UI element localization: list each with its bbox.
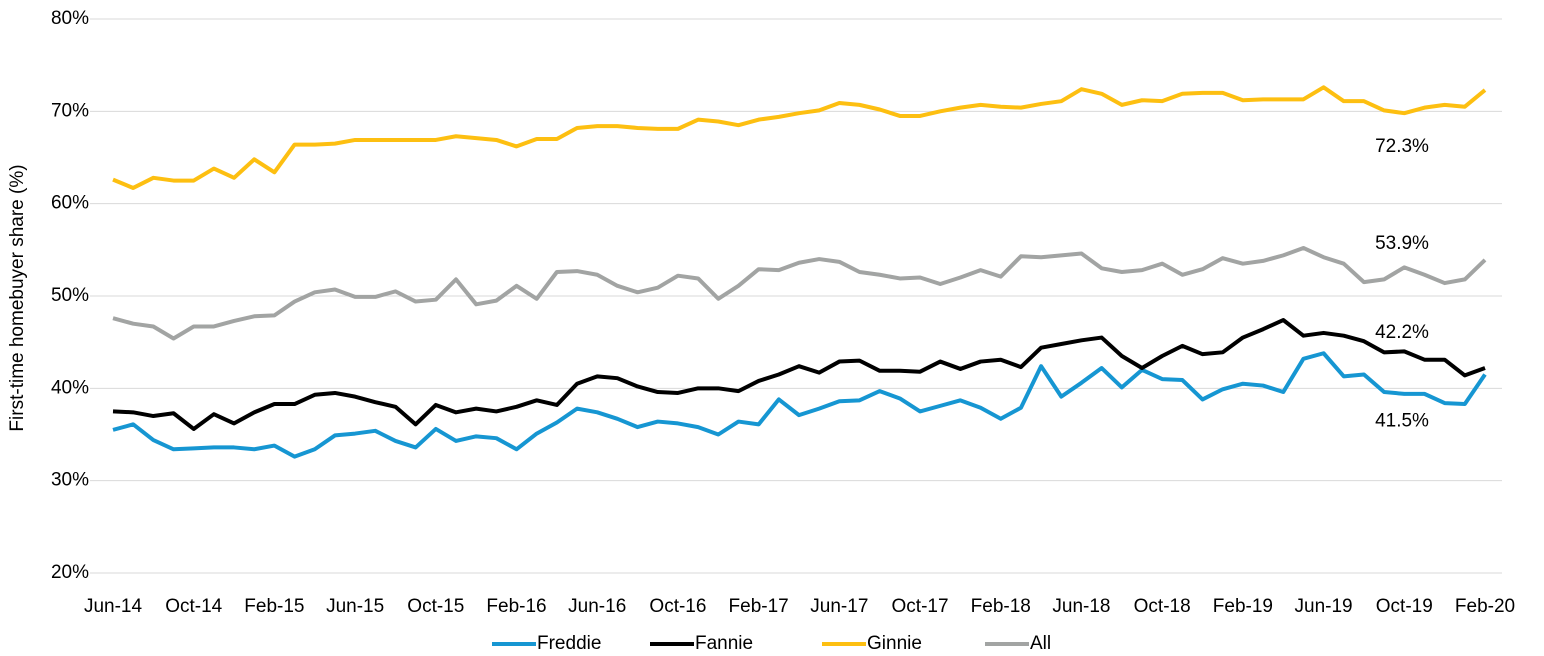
legend-label: Ginnie — [867, 633, 922, 654]
x-tick-label: Feb-18 — [971, 596, 1031, 617]
legend-label: Freddie — [537, 633, 601, 654]
x-tick-label: Jun-14 — [84, 596, 143, 617]
y-axis-label: First-time homebuyer share (%) — [7, 164, 28, 431]
x-tick-label: Feb-15 — [244, 596, 304, 617]
data-label: 72.3% — [1375, 136, 1429, 157]
x-tick-label: Jun-17 — [810, 596, 868, 617]
data-label: 53.9% — [1375, 233, 1429, 254]
y-tick-label: 50% — [51, 285, 89, 306]
data-label: 41.5% — [1375, 410, 1429, 431]
x-tick-label: Feb-20 — [1455, 596, 1515, 617]
x-tick-label: Oct-15 — [407, 596, 464, 617]
data-label: 42.2% — [1375, 322, 1429, 343]
y-tick-label: 70% — [51, 100, 89, 121]
series-line — [112, 245, 1487, 341]
x-tick-label: Jun-18 — [1052, 596, 1110, 617]
x-tick-label: Oct-18 — [1134, 596, 1191, 617]
legend-label: All — [1030, 633, 1051, 654]
x-tick-label: Jun-15 — [326, 596, 384, 617]
series-line — [112, 318, 1486, 431]
x-tick-label: Feb-16 — [486, 596, 546, 617]
y-tick-label: 80% — [51, 8, 89, 29]
x-tick-label: Oct-17 — [892, 596, 949, 617]
legend-label: Fannie — [695, 633, 753, 654]
series-line — [112, 351, 1487, 459]
y-tick-label: 60% — [51, 193, 89, 214]
y-tick-label: 30% — [51, 470, 89, 491]
x-tick-label: Oct-19 — [1376, 596, 1433, 617]
x-tick-label: Jun-19 — [1295, 596, 1353, 617]
x-tick-label: Feb-17 — [729, 596, 789, 617]
y-tick-label: 40% — [51, 377, 89, 398]
x-tick-label: Jun-16 — [568, 596, 626, 617]
x-tick-label: Oct-14 — [165, 596, 222, 617]
x-tick-label: Feb-19 — [1213, 596, 1273, 617]
series-line — [112, 85, 1487, 190]
y-tick-label: 20% — [51, 562, 89, 583]
x-tick-label: Oct-16 — [649, 596, 706, 617]
